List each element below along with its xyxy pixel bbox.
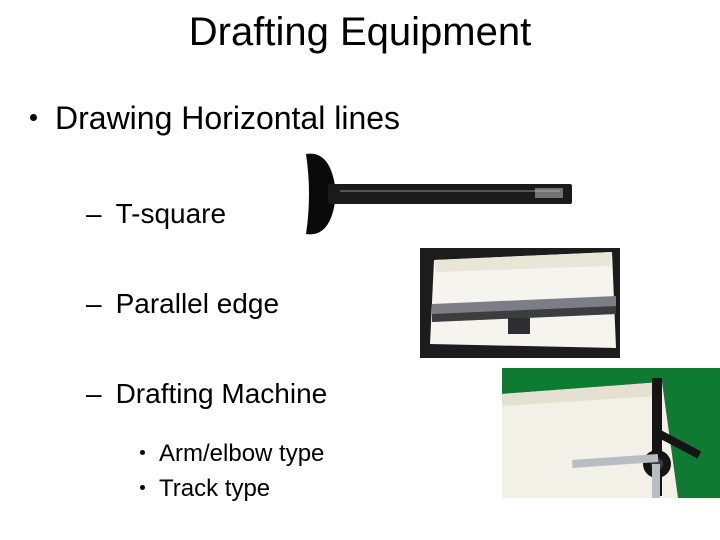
- tsquare-image: [280, 150, 580, 240]
- bullet-drafting-text: Drafting Machine: [116, 378, 328, 409]
- bullet-main-text: Drawing Horizontal lines: [55, 100, 400, 136]
- drafting-machine-image: [502, 368, 720, 498]
- bullet-arm: Arm/elbow type: [140, 440, 324, 468]
- bullet-dot-icon: [140, 485, 145, 490]
- bullet-dot-icon: [140, 450, 145, 455]
- bullet-dash-icon: –: [86, 288, 102, 320]
- bullet-dash-icon: –: [86, 198, 102, 230]
- bullet-dot-icon: [30, 114, 37, 121]
- bullet-track-text: Track type: [159, 475, 270, 502]
- bullet-drafting: –Drafting Machine: [86, 378, 327, 410]
- parallel-edge-image: [420, 248, 620, 358]
- slide-title: Drafting Equipment: [0, 0, 720, 55]
- bullet-track: Track type: [140, 475, 270, 503]
- bullet-tsquare: –T-square: [86, 198, 226, 230]
- bullet-arm-text: Arm/elbow type: [159, 440, 324, 467]
- bullet-main: Drawing Horizontal lines: [30, 100, 400, 137]
- bullet-tsquare-text: T-square: [116, 198, 227, 229]
- bullet-parallel: –Parallel edge: [86, 288, 279, 320]
- bullet-dash-icon: –: [86, 378, 102, 410]
- bullet-parallel-text: Parallel edge: [116, 288, 279, 319]
